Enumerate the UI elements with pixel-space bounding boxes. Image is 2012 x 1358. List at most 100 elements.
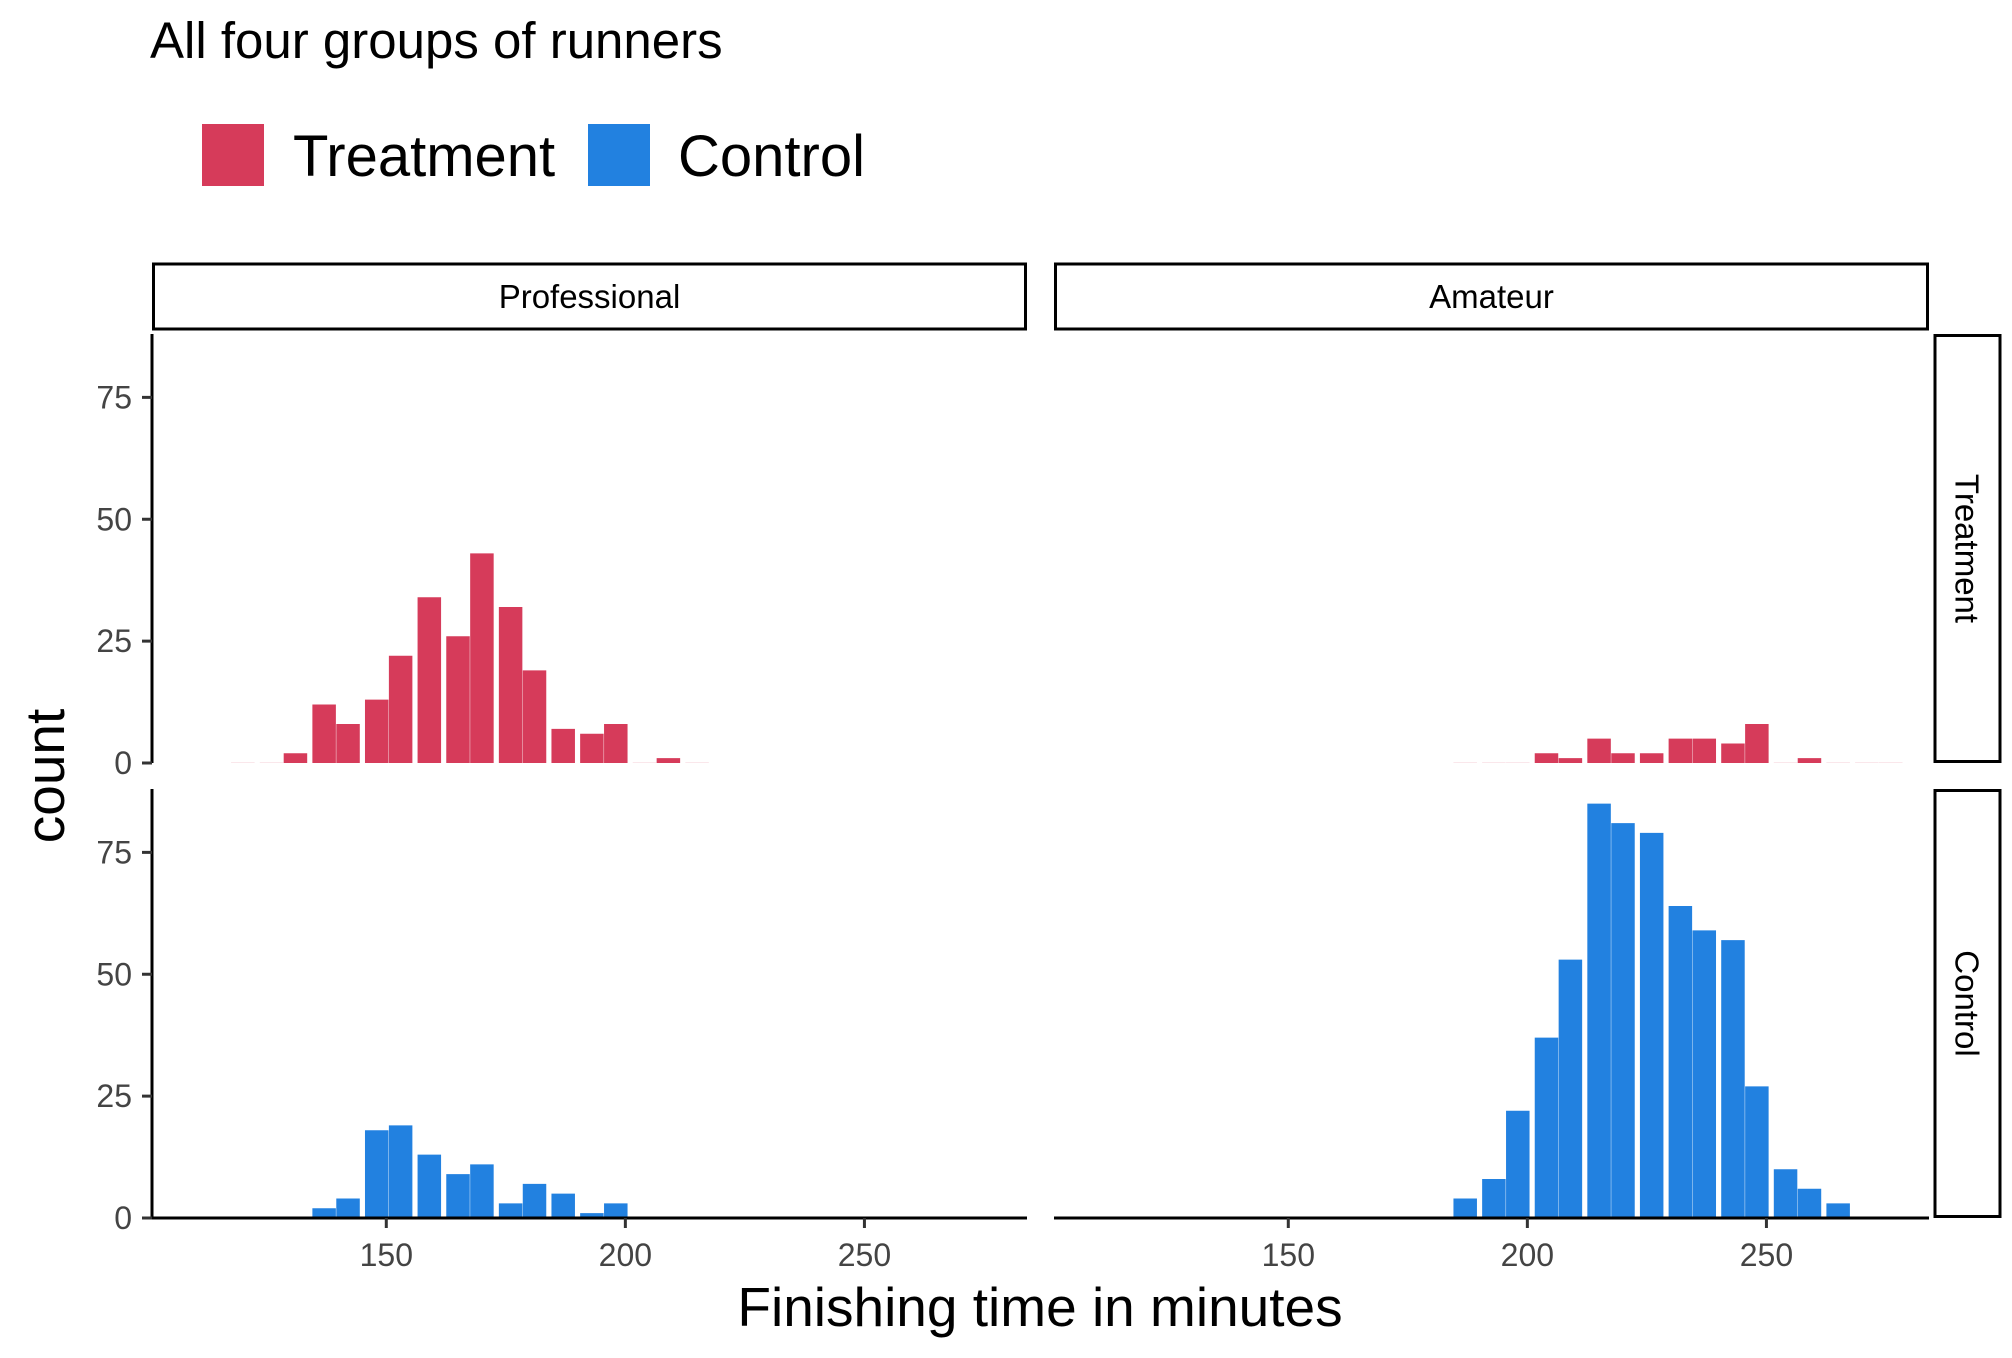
x-tick-label: 150 bbox=[360, 1237, 413, 1273]
bar bbox=[685, 762, 709, 763]
bar bbox=[1878, 762, 1903, 763]
bar bbox=[446, 636, 470, 763]
y-tick-label: 50 bbox=[96, 956, 132, 992]
strip-control bbox=[1933, 789, 2002, 1218]
bar bbox=[604, 1203, 628, 1218]
x-axis-title: Finishing time in minutes bbox=[737, 1276, 1342, 1338]
bar bbox=[312, 1208, 336, 1218]
bar bbox=[1826, 762, 1850, 763]
bar bbox=[1558, 959, 1583, 1218]
bar bbox=[283, 753, 308, 763]
strip-amateur bbox=[1054, 262, 1929, 331]
y-tick-label: 25 bbox=[96, 623, 132, 659]
x-tick-label: 200 bbox=[599, 1237, 652, 1273]
bar bbox=[656, 758, 681, 763]
bar bbox=[1587, 738, 1611, 763]
y-tick-label: 50 bbox=[96, 501, 132, 537]
bar bbox=[1453, 762, 1477, 763]
bar bbox=[551, 1193, 575, 1218]
chart-title: All four groups of runners bbox=[150, 12, 723, 69]
axes: 0 25 50 75 0 25 50 75 150 200 250 150 200 250 bbox=[96, 334, 1929, 1273]
bar bbox=[1639, 753, 1664, 763]
y-tick-label: 75 bbox=[96, 834, 132, 870]
bar bbox=[312, 704, 336, 763]
bar bbox=[1587, 803, 1611, 1218]
panel-professional-treatment bbox=[231, 553, 709, 763]
strip-label-control: Control bbox=[1949, 950, 1986, 1056]
bar bbox=[1639, 832, 1664, 1218]
strip-label-amateur: Amateur bbox=[1429, 278, 1554, 315]
bar bbox=[364, 699, 389, 763]
bar bbox=[470, 1164, 494, 1218]
facet-strips: Professional Amateur Treatment Control bbox=[152, 262, 2002, 1218]
bar bbox=[388, 1125, 413, 1218]
panel-amateur-treatment bbox=[1453, 724, 1903, 763]
bar bbox=[470, 553, 494, 763]
bar bbox=[1797, 1188, 1822, 1218]
bar bbox=[1453, 1198, 1477, 1218]
y-axis-title: count bbox=[14, 709, 76, 844]
bar bbox=[1482, 1179, 1506, 1218]
bar bbox=[1721, 743, 1745, 763]
x-tick-label: 150 bbox=[1262, 1237, 1315, 1273]
legend: Treatment Control bbox=[202, 124, 865, 189]
bar bbox=[522, 1183, 547, 1218]
bar bbox=[1855, 762, 1879, 763]
bar bbox=[551, 728, 575, 763]
bar bbox=[1745, 1086, 1769, 1218]
legend-label-control: Control bbox=[678, 124, 865, 189]
bar bbox=[388, 655, 413, 763]
bar bbox=[1611, 823, 1635, 1218]
bar bbox=[336, 1198, 360, 1218]
bar bbox=[1668, 906, 1693, 1218]
facet-panels bbox=[231, 553, 1903, 1218]
bar bbox=[1558, 758, 1583, 763]
bar bbox=[632, 762, 657, 763]
x-tick-label: 250 bbox=[1740, 1237, 1793, 1273]
bar bbox=[446, 1174, 470, 1218]
bar bbox=[604, 724, 628, 763]
bar bbox=[1534, 1037, 1559, 1218]
legend-key-control bbox=[588, 124, 650, 186]
bar bbox=[522, 670, 547, 763]
bar bbox=[1692, 930, 1717, 1218]
bar bbox=[1721, 940, 1745, 1218]
panel-amateur-control bbox=[1424, 803, 1879, 1218]
bar bbox=[1692, 738, 1717, 763]
strip-label-treatment: Treatment bbox=[1949, 474, 1986, 623]
bar bbox=[1745, 724, 1769, 763]
legend-key-treatment bbox=[202, 124, 264, 186]
bar bbox=[1482, 762, 1506, 763]
x-tick-label: 250 bbox=[838, 1237, 891, 1273]
bar bbox=[417, 1154, 442, 1218]
bar bbox=[1534, 753, 1559, 763]
bar bbox=[580, 1213, 604, 1218]
bar bbox=[259, 762, 284, 763]
strip-label-professional: Professional bbox=[499, 278, 681, 315]
bar bbox=[1506, 762, 1530, 763]
bar bbox=[1506, 1110, 1530, 1218]
bar bbox=[498, 1203, 523, 1218]
x-tick-label: 200 bbox=[1501, 1237, 1554, 1273]
y-tick-label: 0 bbox=[114, 745, 132, 781]
legend-label-treatment: Treatment bbox=[293, 124, 555, 189]
bar bbox=[1611, 753, 1635, 763]
bar bbox=[498, 607, 523, 763]
bar bbox=[336, 724, 360, 763]
bar bbox=[364, 1130, 389, 1218]
bar bbox=[1773, 1169, 1798, 1218]
bar bbox=[1773, 762, 1798, 763]
panel-professional-control bbox=[259, 1125, 709, 1218]
y-tick-label: 75 bbox=[96, 379, 132, 415]
strip-treatment bbox=[1933, 334, 2002, 763]
y-tick-label: 0 bbox=[114, 1200, 132, 1236]
bar bbox=[417, 597, 442, 763]
strip-professional bbox=[152, 262, 1027, 331]
bar bbox=[1797, 758, 1822, 763]
bar bbox=[580, 733, 604, 763]
bar bbox=[231, 762, 255, 763]
bar bbox=[1668, 738, 1693, 763]
y-tick-label: 25 bbox=[96, 1078, 132, 1114]
bar bbox=[1826, 1203, 1850, 1218]
